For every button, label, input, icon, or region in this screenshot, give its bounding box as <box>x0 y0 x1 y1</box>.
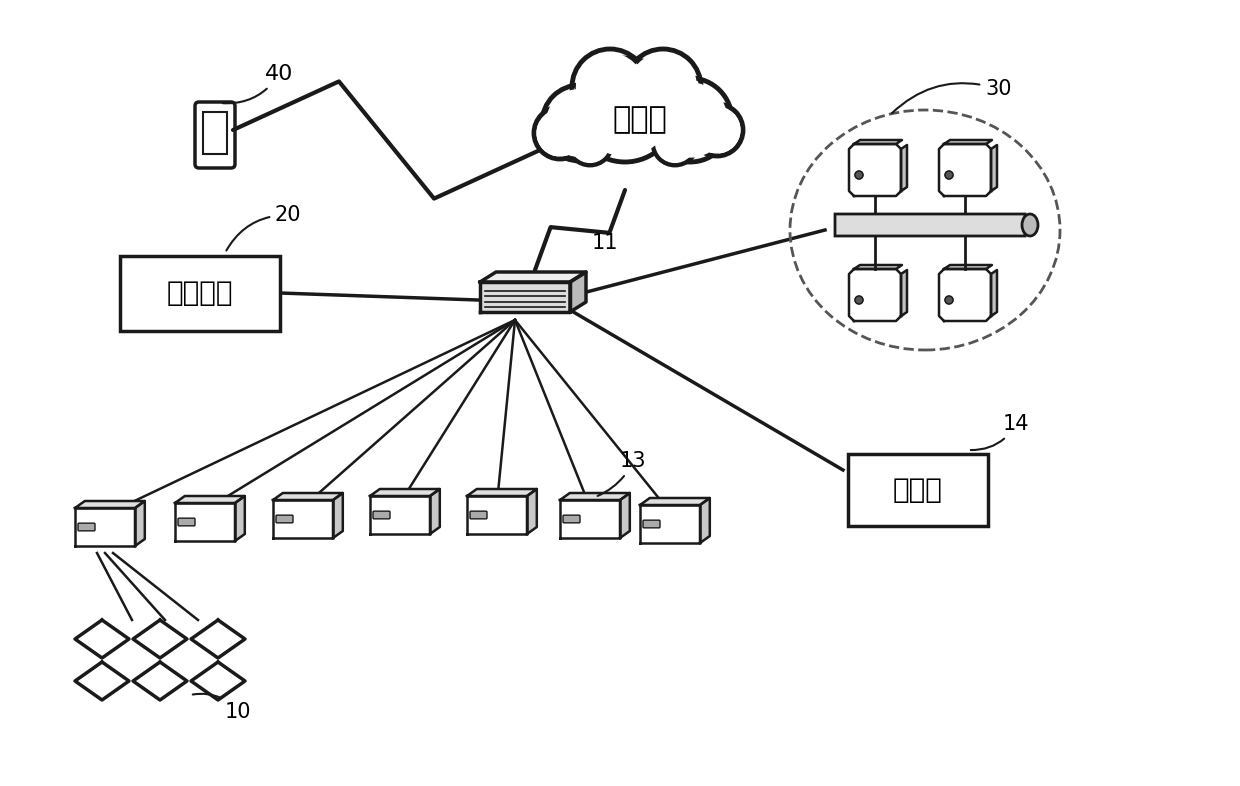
Circle shape <box>856 171 863 179</box>
Polygon shape <box>901 145 906 191</box>
Text: 40: 40 <box>223 64 294 103</box>
FancyBboxPatch shape <box>848 454 988 526</box>
Polygon shape <box>273 493 342 500</box>
FancyBboxPatch shape <box>470 511 487 519</box>
Polygon shape <box>430 489 440 534</box>
Circle shape <box>691 104 743 156</box>
Circle shape <box>579 64 671 156</box>
Circle shape <box>653 121 697 165</box>
Circle shape <box>694 107 740 153</box>
Polygon shape <box>944 140 992 144</box>
Polygon shape <box>570 272 587 312</box>
Polygon shape <box>849 269 901 321</box>
FancyBboxPatch shape <box>373 511 391 519</box>
Circle shape <box>547 90 614 156</box>
Text: 30: 30 <box>892 79 1012 113</box>
Polygon shape <box>175 503 236 541</box>
Circle shape <box>542 85 618 161</box>
Text: 消防系统: 消防系统 <box>166 279 233 307</box>
Polygon shape <box>370 496 430 534</box>
Text: 14: 14 <box>971 414 1029 450</box>
Circle shape <box>945 171 954 179</box>
Circle shape <box>856 296 863 304</box>
Circle shape <box>577 53 644 120</box>
FancyBboxPatch shape <box>195 102 236 168</box>
Polygon shape <box>991 145 997 191</box>
Circle shape <box>656 123 694 163</box>
FancyBboxPatch shape <box>120 255 280 330</box>
Polygon shape <box>897 312 906 321</box>
Polygon shape <box>560 493 630 500</box>
Polygon shape <box>236 496 244 541</box>
Polygon shape <box>191 662 246 700</box>
Polygon shape <box>480 282 570 312</box>
Polygon shape <box>467 489 537 496</box>
Polygon shape <box>640 505 701 543</box>
FancyBboxPatch shape <box>179 518 195 526</box>
Polygon shape <box>939 269 991 321</box>
FancyBboxPatch shape <box>644 520 660 528</box>
Text: 10: 10 <box>192 694 252 722</box>
Polygon shape <box>133 662 187 700</box>
Text: 互联网: 互联网 <box>613 105 667 134</box>
Polygon shape <box>849 144 901 196</box>
FancyBboxPatch shape <box>563 515 580 523</box>
Circle shape <box>630 53 697 120</box>
Circle shape <box>653 83 727 157</box>
FancyBboxPatch shape <box>203 112 227 154</box>
Text: 逆变器: 逆变器 <box>893 476 942 504</box>
Text: 13: 13 <box>598 451 646 496</box>
Polygon shape <box>527 489 537 534</box>
Polygon shape <box>135 501 145 546</box>
Polygon shape <box>480 272 587 282</box>
Polygon shape <box>191 620 246 658</box>
Polygon shape <box>620 493 630 538</box>
Polygon shape <box>854 140 901 144</box>
Polygon shape <box>370 489 440 496</box>
Circle shape <box>573 58 677 162</box>
Circle shape <box>568 121 613 165</box>
Polygon shape <box>986 312 997 321</box>
FancyBboxPatch shape <box>277 515 293 523</box>
Circle shape <box>537 110 583 156</box>
Polygon shape <box>944 265 992 269</box>
Polygon shape <box>175 496 244 503</box>
Circle shape <box>945 296 954 304</box>
Polygon shape <box>854 265 901 269</box>
Polygon shape <box>986 187 997 196</box>
Circle shape <box>649 78 732 162</box>
Circle shape <box>570 123 609 163</box>
Polygon shape <box>467 496 527 534</box>
Circle shape <box>625 49 701 125</box>
Polygon shape <box>74 620 129 658</box>
Polygon shape <box>74 508 135 546</box>
Polygon shape <box>273 500 334 538</box>
Polygon shape <box>640 498 709 505</box>
Polygon shape <box>74 662 129 700</box>
Ellipse shape <box>1022 214 1038 236</box>
Polygon shape <box>897 187 906 196</box>
FancyBboxPatch shape <box>78 523 95 531</box>
Polygon shape <box>560 500 620 538</box>
Text: 11: 11 <box>591 233 619 253</box>
Polygon shape <box>133 620 187 658</box>
Polygon shape <box>939 144 991 196</box>
Polygon shape <box>334 493 342 538</box>
FancyBboxPatch shape <box>835 214 1025 236</box>
Text: 20: 20 <box>227 205 301 251</box>
Polygon shape <box>74 501 145 508</box>
Circle shape <box>534 107 587 159</box>
Circle shape <box>572 49 649 125</box>
Polygon shape <box>901 270 906 316</box>
Polygon shape <box>701 498 709 543</box>
Polygon shape <box>991 270 997 316</box>
